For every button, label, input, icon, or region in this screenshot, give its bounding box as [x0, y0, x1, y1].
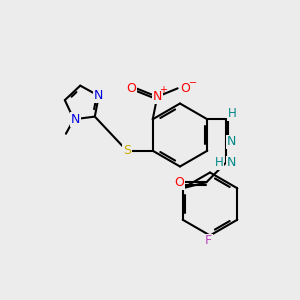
Text: −: − [189, 78, 197, 88]
Text: O: O [180, 82, 190, 95]
Text: +: + [159, 85, 167, 95]
Text: N: N [94, 89, 104, 102]
Text: H: H [215, 156, 224, 169]
Text: N: N [226, 156, 236, 169]
Text: N: N [152, 90, 162, 103]
Text: H: H [228, 107, 237, 120]
Text: O: O [174, 176, 184, 189]
Text: N: N [226, 135, 236, 148]
Text: F: F [205, 234, 212, 248]
Text: N: N [70, 113, 80, 126]
Text: O: O [126, 82, 136, 95]
Text: S: S [123, 144, 131, 157]
